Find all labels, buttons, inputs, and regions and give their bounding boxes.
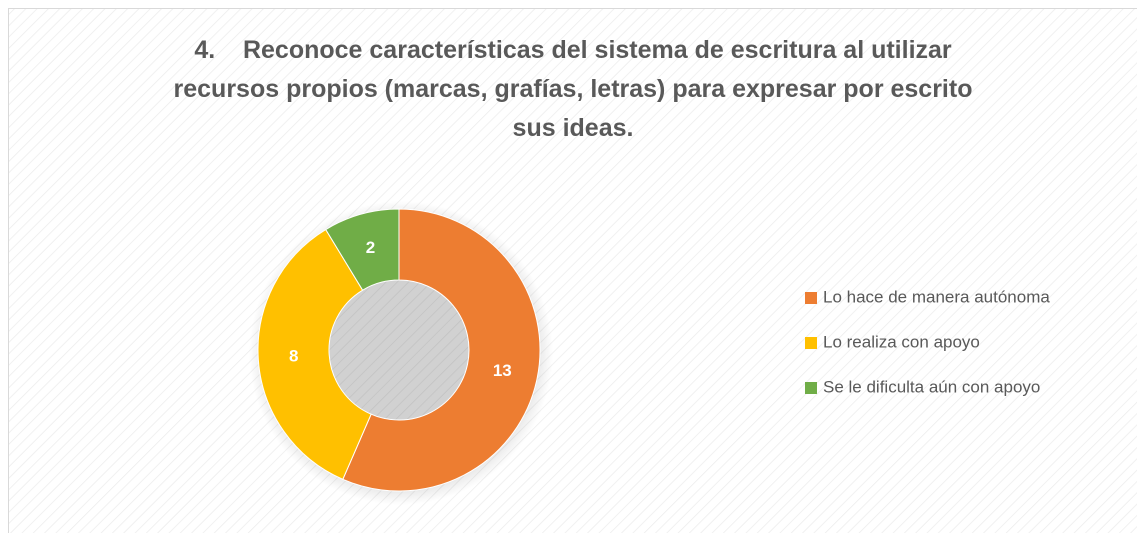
legend-label: Lo realiza con apoyo xyxy=(823,332,980,351)
chart-title: 4. Reconoce características del sistema … xyxy=(194,36,952,64)
donut-slice xyxy=(325,208,400,291)
legend-label: Lo hace de manera autónoma xyxy=(823,287,1050,306)
legend-swatch xyxy=(805,382,817,394)
legend-swatch xyxy=(805,292,817,304)
chart-area xyxy=(8,8,1137,533)
data-label: 13 xyxy=(493,361,512,380)
legend-label: Se le dificulta aún con apoyo xyxy=(823,377,1040,396)
chart-title: recursos propios (marcas, grafías, letra… xyxy=(174,75,973,103)
data-label: 8 xyxy=(289,347,298,366)
chart-title: sus ideas. xyxy=(513,114,634,142)
donut-slice xyxy=(342,208,541,492)
legend-swatch xyxy=(805,337,817,349)
donut-slice xyxy=(257,228,372,480)
data-label: 2 xyxy=(366,238,375,257)
